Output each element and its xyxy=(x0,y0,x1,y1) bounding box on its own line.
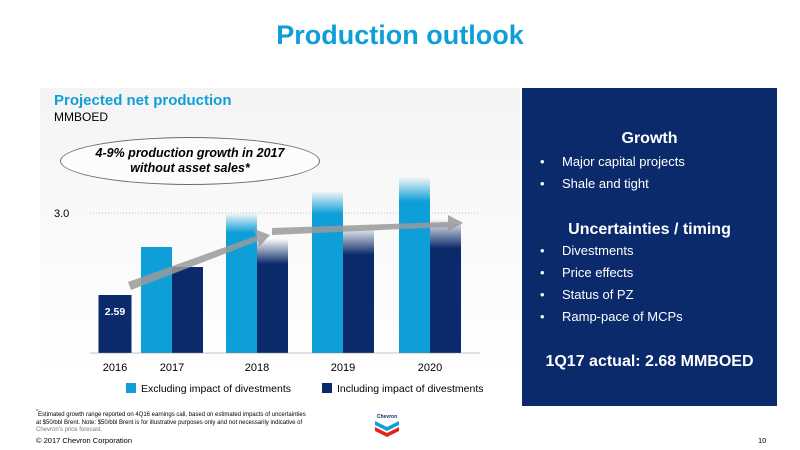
bullet-icon: • xyxy=(540,287,545,302)
page-number: 10 xyxy=(758,436,767,445)
bar-including xyxy=(430,219,461,353)
right-panel: Growth • Major capital projects • Shale an… xyxy=(522,88,777,406)
footnote-marker: * xyxy=(36,409,38,415)
uncertainty-item: • Divestments xyxy=(540,240,683,262)
uncertainty-item-label: Price effects xyxy=(562,265,634,280)
bar-including xyxy=(172,267,203,353)
bullet-icon: • xyxy=(540,176,545,191)
growth-list: • Major capital projects • Shale and tight xyxy=(540,151,685,195)
growth-arrow-icon xyxy=(128,229,270,290)
bar-excluding xyxy=(226,213,257,353)
chart-title: Projected net production xyxy=(54,92,232,109)
chevron-logo-icon xyxy=(375,421,399,437)
growth-callout: 4-9% production growth in 2017 without a… xyxy=(60,137,320,185)
x-tick-label: 2017 xyxy=(160,362,184,374)
uncertainty-item: • Status of PZ xyxy=(540,284,683,306)
bar-including xyxy=(343,227,374,353)
growth-item-label: Shale and tight xyxy=(562,176,649,191)
uncertainty-item-label: Divestments xyxy=(562,243,634,258)
bar-including xyxy=(98,295,132,353)
bullet-icon: • xyxy=(540,265,545,280)
growth-item-label: Major capital projects xyxy=(562,154,685,169)
uncertainty-item: • Price effects xyxy=(540,262,683,284)
x-tick-label: 2020 xyxy=(418,362,442,374)
bar-excluding xyxy=(399,177,430,353)
footnote-line-3: Chevron’s price forecast. xyxy=(36,427,103,433)
legend-label-excluding: Excluding impact of divestments xyxy=(141,383,291,395)
legend-swatch-excluding xyxy=(126,383,136,393)
footnote-line-2: at $50/bbl Brent. Note: $50/bbl Brent is… xyxy=(36,419,303,426)
bar-data-label: 2.59 xyxy=(105,306,126,318)
callout-line-1: 4-9% production growth in 2017 xyxy=(95,146,285,160)
chart-unit: MMBOED xyxy=(54,110,108,124)
x-tick-label: 2019 xyxy=(331,362,355,374)
uncertainty-item-label: Ramp-pace of MCPs xyxy=(562,309,683,324)
growth-heading: Growth xyxy=(621,130,678,147)
bar-including xyxy=(257,239,288,353)
uncertainty-heading: Uncertainties / timing xyxy=(568,221,731,238)
bullet-icon: • xyxy=(540,154,545,169)
footnote-line-1: Estimated growth range reported on 4Q16 … xyxy=(37,412,306,418)
bullet-icon: • xyxy=(540,243,545,258)
x-tick-label: 2018 xyxy=(245,362,269,374)
callout-line-2: without asset sales* xyxy=(130,161,250,175)
x-tick-label: 2016 xyxy=(103,362,127,374)
legend-swatch-including xyxy=(322,383,332,393)
copyright: © 2017 Chevron Corporation xyxy=(36,436,132,445)
y-tick-label: 3.0 xyxy=(54,208,69,220)
uncertainty-item-label: Status of PZ xyxy=(562,287,634,302)
bullet-icon: • xyxy=(540,309,545,324)
legend-label-including: Including impact of divestments xyxy=(337,383,484,395)
bar-excluding xyxy=(312,191,343,353)
slide-title: Production outlook xyxy=(276,20,524,50)
uncertainty-item: • Ramp-pace of MCPs xyxy=(540,306,683,328)
footnote: *Estimated growth range reported on 4Q16… xyxy=(36,409,336,435)
growth-item: • Shale and tight xyxy=(540,173,685,195)
bar-excluding xyxy=(141,247,172,353)
plateau-arrow-icon xyxy=(272,215,463,235)
q1-actual: 1Q17 actual: 2.68 MMBOED xyxy=(545,353,754,370)
growth-item: • Major capital projects xyxy=(540,151,685,173)
logo-text: Chevron xyxy=(376,414,398,420)
uncertainty-list: • Divestments • Price effects • Status of P… xyxy=(540,240,683,328)
